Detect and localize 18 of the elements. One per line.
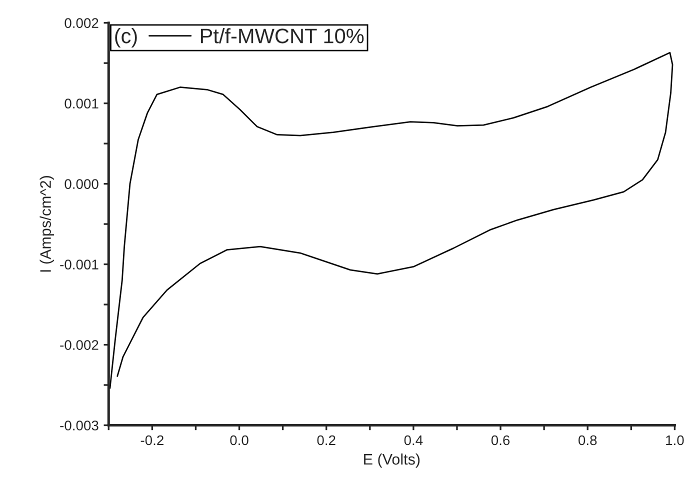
- x-tick-label: 0.2: [317, 435, 336, 446]
- y-tick-label: 0.001: [64, 98, 98, 108]
- y-tick-label: 0.002: [64, 18, 98, 28]
- line-series: [109, 52, 674, 389]
- x-tick-label: 1.0: [666, 435, 684, 446]
- y-axis-title: I (Amps/cm^2): [40, 176, 54, 272]
- x-tick-label: 0.6: [491, 435, 510, 446]
- x-tick-label: 0.8: [578, 435, 597, 446]
- y-tick-label: -0.002: [60, 340, 98, 350]
- legend-label: Pt/f-MWCNT 10%: [200, 28, 364, 44]
- y-tick-label: 0.000: [64, 179, 98, 189]
- x-tick-label: 0.0: [230, 435, 248, 446]
- x-tick-label: 0.4: [404, 435, 423, 446]
- x-axis-title: E (Volts): [364, 453, 420, 468]
- y-tick-label: -0.003: [60, 420, 98, 430]
- y-tick-label: -0.001: [60, 260, 98, 270]
- legend-title: (c): [115, 28, 137, 48]
- x-tick-label: -0.2: [140, 435, 164, 446]
